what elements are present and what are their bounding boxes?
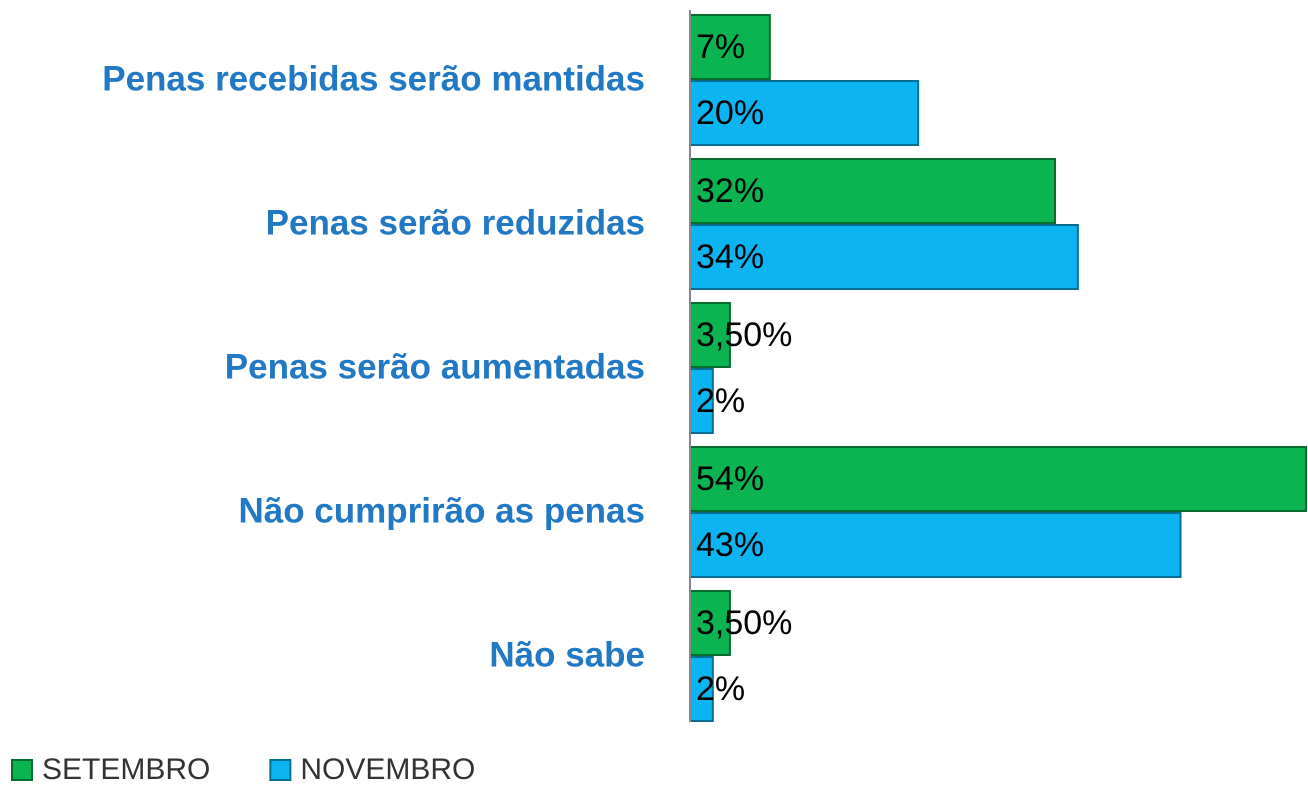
bar bbox=[689, 80, 920, 146]
value-label: 3,50% bbox=[696, 316, 792, 354]
category-label: Penas serão reduzidas bbox=[266, 203, 645, 242]
value-label: 32% bbox=[696, 172, 764, 210]
value-label: 2% bbox=[696, 382, 745, 420]
bar bbox=[689, 302, 731, 368]
value-label: 43% bbox=[696, 526, 764, 564]
bar bbox=[689, 446, 1307, 512]
value-label: 7% bbox=[696, 28, 745, 66]
bar bbox=[689, 590, 731, 656]
bar bbox=[689, 158, 1057, 224]
value-label: 2% bbox=[696, 670, 745, 708]
value-label: 20% bbox=[696, 94, 764, 132]
value-label: 54% bbox=[696, 460, 764, 498]
legend-swatch bbox=[269, 759, 292, 781]
bar bbox=[689, 224, 1079, 290]
category-label: Penas recebidas serão mantidas bbox=[102, 59, 645, 98]
legend-swatch bbox=[11, 759, 33, 781]
value-label: 3,50% bbox=[696, 604, 792, 642]
legend-label: SETEMBRO bbox=[42, 753, 210, 785]
category-label: Não cumprirão as penas bbox=[238, 491, 645, 530]
legend-label: NOVEMBRO bbox=[300, 753, 475, 785]
category-label: Penas serão aumentadas bbox=[225, 347, 645, 386]
bar bbox=[689, 512, 1182, 578]
category-label: Não sabe bbox=[489, 635, 645, 674]
value-label: 34% bbox=[696, 238, 764, 276]
